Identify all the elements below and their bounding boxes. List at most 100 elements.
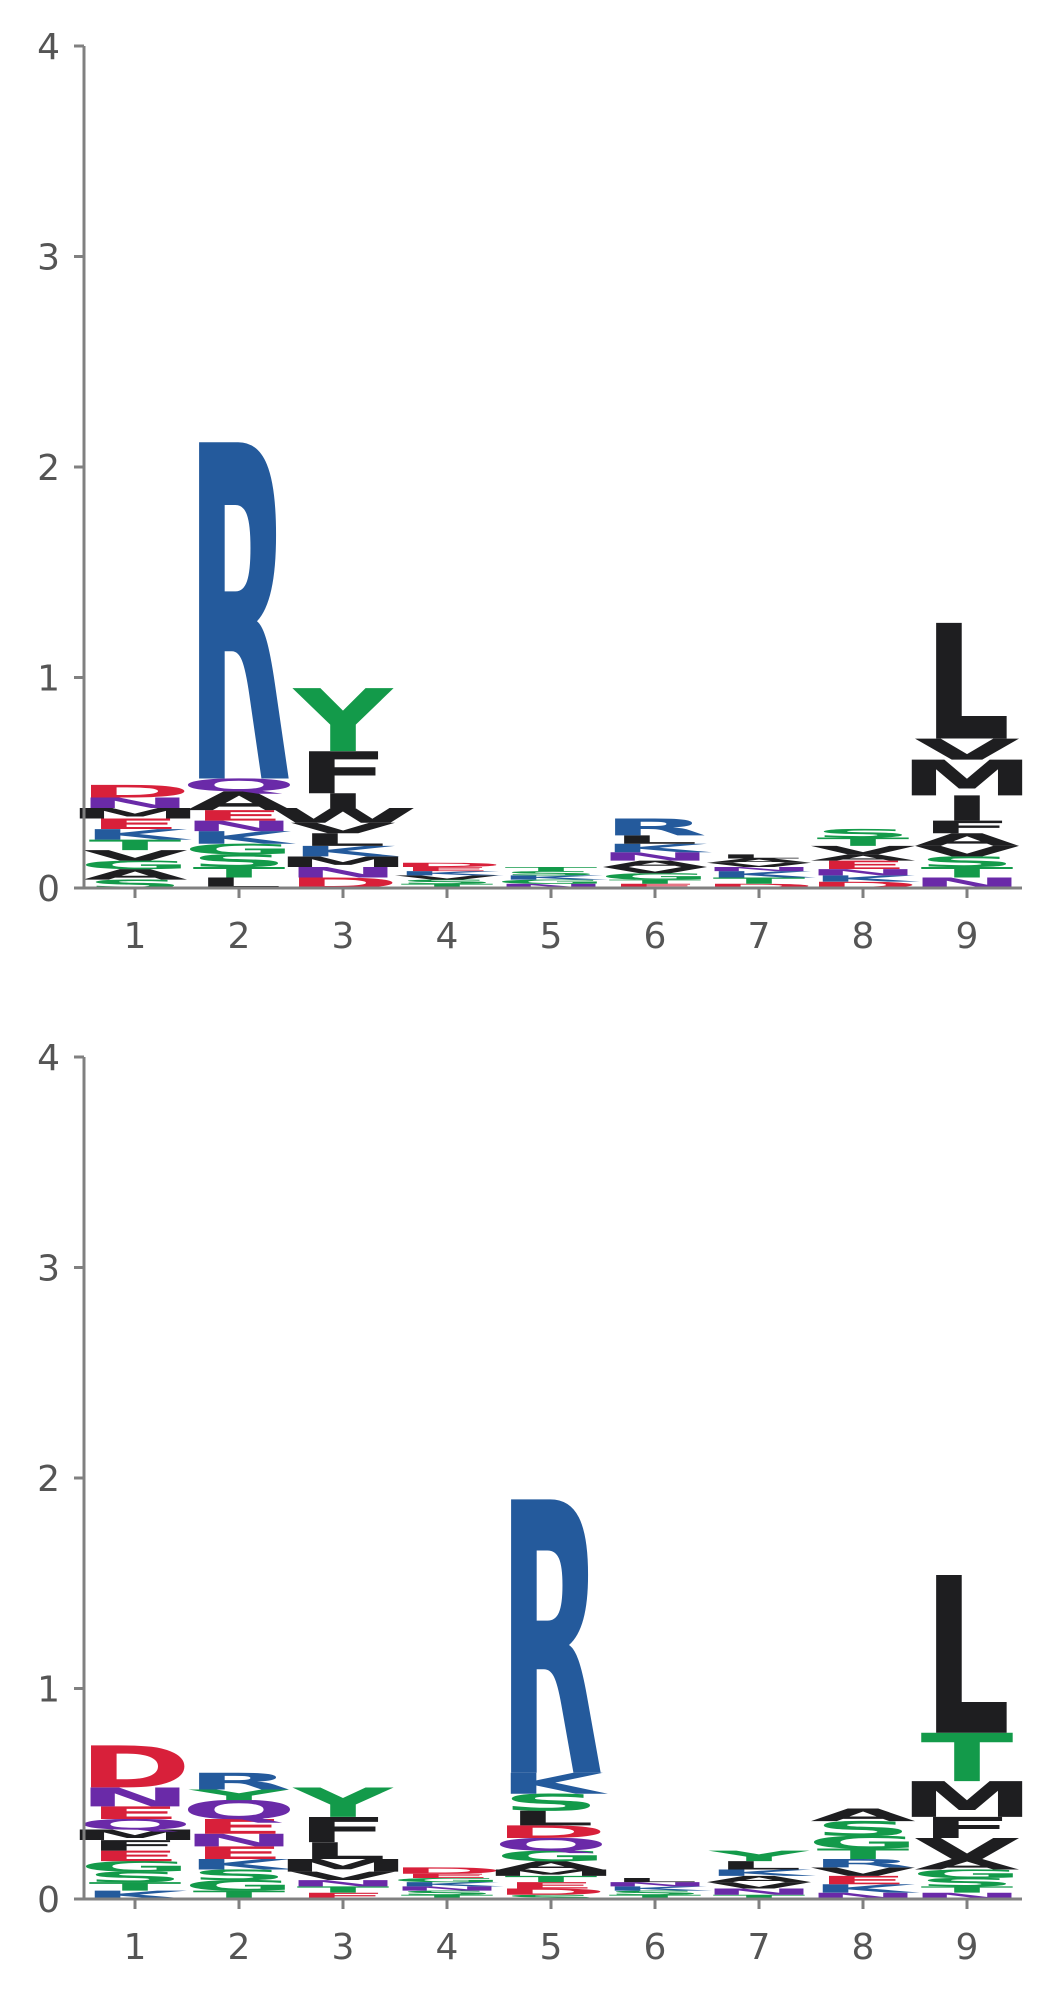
- logo-letter: S: [814, 1817, 912, 1840]
- logo-letter: Y: [292, 1780, 394, 1827]
- logo-letter: D: [807, 880, 920, 890]
- logo-letter: E: [193, 807, 286, 824]
- logo-letter: N: [910, 1891, 1024, 1901]
- logo-letter: L: [716, 853, 803, 860]
- logo-letter: Q: [77, 1816, 193, 1833]
- logo-letter: D: [391, 862, 504, 869]
- logo-letter: A: [82, 866, 187, 883]
- logo-letter: K: [186, 828, 297, 848]
- logo-letter: E: [193, 1815, 286, 1838]
- logo-letter: Q: [181, 1795, 297, 1825]
- x-tick-label: 1: [124, 916, 147, 957]
- logo-letter: N: [182, 818, 296, 835]
- logo-letter: A: [810, 1805, 915, 1825]
- logo-letter: A: [706, 1874, 812, 1884]
- logo-letter: V: [914, 733, 1019, 766]
- x-tick-label: 1: [124, 1927, 147, 1968]
- logo-letter: D: [495, 1822, 608, 1842]
- logo-letter: M: [899, 750, 1034, 807]
- logo-letter: M: [67, 805, 202, 822]
- logo-letter: G: [807, 1832, 919, 1852]
- logo-letter: W: [268, 804, 418, 827]
- logo-letter: G: [495, 1848, 607, 1865]
- logo-letter: V: [290, 1869, 396, 1882]
- logo-letter: V: [914, 1833, 1019, 1866]
- logo-letter: G: [183, 841, 295, 858]
- y-tick-label: 2: [37, 448, 60, 489]
- y-tick-label: 4: [37, 1038, 60, 1079]
- logo-letter: V: [706, 862, 812, 869]
- logo-letter: V: [394, 874, 500, 881]
- logo-letter: S: [918, 854, 1016, 871]
- logo-letter: Y: [291, 671, 394, 772]
- logo-letter: V: [82, 847, 187, 864]
- x-tick-label: 9: [956, 916, 979, 957]
- logo-letter: L: [508, 1807, 595, 1830]
- logo-letter: S: [398, 1889, 496, 1896]
- x-tick-label: 2: [228, 1927, 251, 1968]
- logo-letter: N: [806, 1891, 920, 1901]
- logo-letter: D: [79, 781, 192, 801]
- x-tick-label: 8: [852, 916, 875, 957]
- logo-letter: K: [810, 1882, 920, 1895]
- logo-letter: E: [401, 1873, 494, 1880]
- logo-letter: E: [193, 1843, 286, 1863]
- logo-letter: G: [79, 858, 191, 871]
- logo-letter: T: [193, 864, 286, 881]
- logo-letter: R: [187, 351, 292, 888]
- logo-letter: D: [391, 1866, 504, 1876]
- logo-letter: N: [598, 1881, 712, 1888]
- logo-letter: S: [814, 827, 912, 840]
- logo-letter: R: [811, 1857, 916, 1870]
- logo-letter: K: [82, 826, 192, 843]
- logo-letter: T: [921, 864, 1014, 881]
- logo-letter: S: [502, 1894, 600, 1901]
- logo-letter: I: [942, 789, 993, 829]
- logo-letter: Q: [493, 1835, 609, 1855]
- logo-letter: T: [713, 876, 806, 886]
- logo-letter: R: [499, 1424, 604, 1861]
- logo-letter: L: [612, 1877, 699, 1884]
- logo-letter: N: [702, 866, 816, 873]
- logo-letter: V: [810, 844, 916, 857]
- logo-letter: T: [921, 1885, 1014, 1895]
- y-tick-label: 3: [37, 238, 60, 279]
- logo-letter: T: [713, 1894, 806, 1901]
- logo-letter: M: [67, 1827, 202, 1844]
- logo-letter: N: [702, 1887, 816, 1897]
- logo-letter: L: [716, 1859, 803, 1872]
- logo-letter: N: [390, 1885, 504, 1892]
- logo-letter: A: [602, 859, 708, 869]
- logo-panel-1: SAGVTKEMNDLTSGKNEAQRDNMKLVWIFYTSVKEDNGKS…: [37, 27, 1035, 957]
- logo-letter: D: [703, 883, 816, 890]
- logo-letter: M: [275, 1856, 410, 1876]
- logo-letter: K: [498, 874, 608, 881]
- logo-letter: N: [286, 864, 400, 881]
- logo-letter: K: [706, 869, 816, 879]
- y-tick-label: 4: [37, 27, 60, 68]
- logo-letter: T: [401, 1894, 494, 1901]
- logo-letter: N: [806, 867, 920, 877]
- logo-letter: E: [817, 1874, 910, 1887]
- logo-letter: N: [78, 795, 192, 812]
- logo-letter: M: [275, 854, 410, 871]
- logo-letter: S: [606, 1889, 704, 1896]
- logo-letter: S: [502, 1789, 600, 1816]
- logo-letter: N: [286, 1878, 400, 1888]
- logo-letter: V: [810, 1865, 916, 1878]
- logo-letter: N: [598, 850, 712, 863]
- logo-letter: Y: [188, 1787, 291, 1804]
- logo-letter: K: [394, 1881, 504, 1888]
- logo-letter: G: [599, 872, 711, 882]
- logo-letter: N: [494, 883, 608, 890]
- logo-letter: K: [394, 870, 504, 877]
- logo-letter: E: [505, 1880, 598, 1890]
- logo-letter: S: [502, 870, 600, 877]
- logo-letter: E: [609, 883, 702, 890]
- y-tick-label: 1: [37, 1670, 60, 1711]
- logo-letter: D: [79, 1734, 192, 1801]
- logo-letter: K: [602, 841, 712, 854]
- logo-letter: E: [817, 858, 910, 871]
- logo-letter: E: [89, 1848, 182, 1865]
